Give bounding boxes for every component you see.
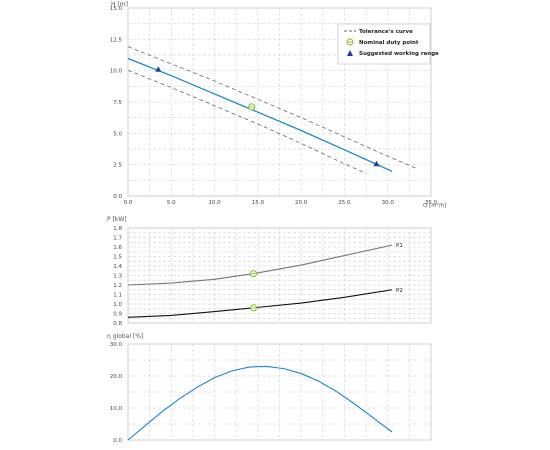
y-tick-label: 5.0 [113,131,122,137]
y-tick-label: 1.8 [113,226,122,232]
y-tick-label: 7.5 [113,100,122,106]
y-tick-label: 10.0 [110,69,123,75]
series-label: P2 [396,288,403,294]
y-tick-label: 1.5 [113,255,122,261]
y-tick-label: 15.0 [110,6,123,12]
y-tick-label: 2.5 [113,163,122,169]
efficiency-flow-chart: 0.0 10.0 20.0 30.0 η global [%] [107,333,432,444]
series-line [127,46,419,170]
x-tick-label: 20.0 [295,200,308,206]
y-tick-label: 1.2 [113,283,122,289]
x-tick-label: 15.0 [252,200,265,206]
y-tick-label: 1.7 [113,236,122,242]
legend-duty-swatch [346,38,354,46]
y-tick-label: 20.0 [110,374,123,380]
legend-box [337,23,431,65]
x-tick-label: 35.0 [425,200,438,206]
y-tick-label: 1.3 [113,274,122,280]
working-range-marker [373,160,380,167]
y-axis-label: P [kW] [107,216,127,223]
series-line [127,365,393,441]
y-tick-label: 0.0 [113,194,122,200]
y-axis-label: η global [%] [107,333,143,340]
y-axis-label: H [m] [111,1,128,8]
x-tick-label: 10.0 [208,200,221,206]
x-tick-label: 5.0 [167,200,176,206]
y-tick-label: 30.0 [110,342,123,348]
y-tick-label: 0.8 [113,321,122,327]
legend-tolerance-label: Tolerance's curve [359,29,413,35]
y-tick-label: 12.5 [110,37,123,43]
legend: Tolerance's curve Nominal duty point Sug… [337,23,439,65]
y-tick-label: 1.4 [113,264,122,270]
y-tick-label: 0.9 [113,312,122,318]
y-tick-label: 0.0 [113,438,122,444]
y-tick-label: 1.1 [113,293,122,299]
head-flow-chart: 0.0 5.0 10.0 15.0 20.0 25.0 30.0 35.0 0.0 2.5 5.0… [110,1,447,209]
y-tick-label: 1.0 [113,302,122,308]
x-tick-label: 0.0 [124,200,133,206]
x-axis-label: Q [m³/h] [423,202,446,209]
y-tick-label: 1.6 [113,245,122,251]
series-line [127,57,393,172]
power-flow-chart: 0.8 0.9 1.0 1.1 1.2 1.3 1.4 1.5 1.6 1.7 1.8 P1 P2 P… [107,216,432,327]
series-label: P1 [396,243,403,249]
series-line [127,69,367,174]
legend-range-swatch [347,50,353,56]
legend-duty-label: Nominal duty point [359,40,419,46]
x-tick-label: 25.0 [338,200,351,206]
y-tick-label: 10.0 [110,406,123,412]
x-tick-label: 30.0 [382,200,395,206]
legend-range-label: Suggested working range [359,51,439,57]
working-range-marker [155,66,162,72]
